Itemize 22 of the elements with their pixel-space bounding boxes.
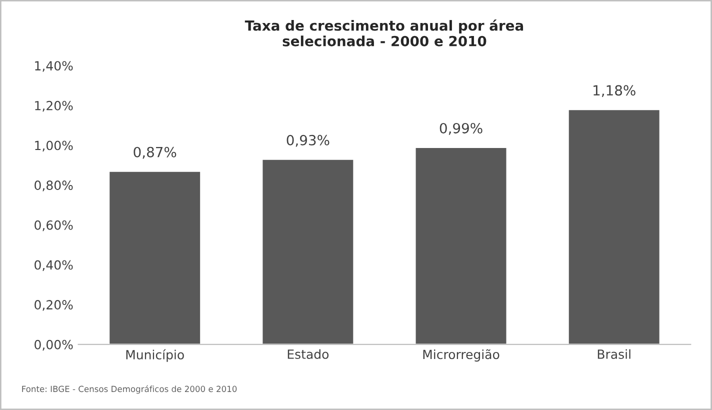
- bar: [567, 108, 661, 344]
- y-tick-label: 1,00%: [35, 140, 73, 152]
- bar: [414, 146, 508, 344]
- y-tick-label: 0,00%: [34, 340, 73, 351]
- data-label: 0,87%: [134, 146, 176, 159]
- x-tick-label: Brasil: [598, 349, 630, 359]
- y-tick-label: 1,40%: [35, 61, 73, 72]
- y-tick-label: 0,40%: [34, 260, 73, 271]
- source-note: Fonte: IBGE - Censos Demográficos de 2000 e 2010: [22, 385, 237, 394]
- data-label: 1,18%: [594, 85, 636, 98]
- y-tick-label: 1,20%: [35, 100, 73, 112]
- y-tick-label: 0,20%: [34, 300, 73, 311]
- y-tick-label: 0,80%: [34, 180, 73, 192]
- bar: [108, 170, 202, 344]
- x-tick-label: Microrregião: [423, 349, 500, 362]
- bar: [261, 158, 355, 344]
- chart-title: Taxa de crescimento anual por área selecionada - 2000 e 2010: [244, 19, 524, 46]
- x-tick-label: Estado: [288, 349, 329, 359]
- y-tick-label: 0,60%: [34, 220, 73, 232]
- x-tick-label: Município: [126, 349, 184, 362]
- data-label: 0,99%: [440, 122, 482, 135]
- data-label: 0,93%: [286, 134, 330, 147]
